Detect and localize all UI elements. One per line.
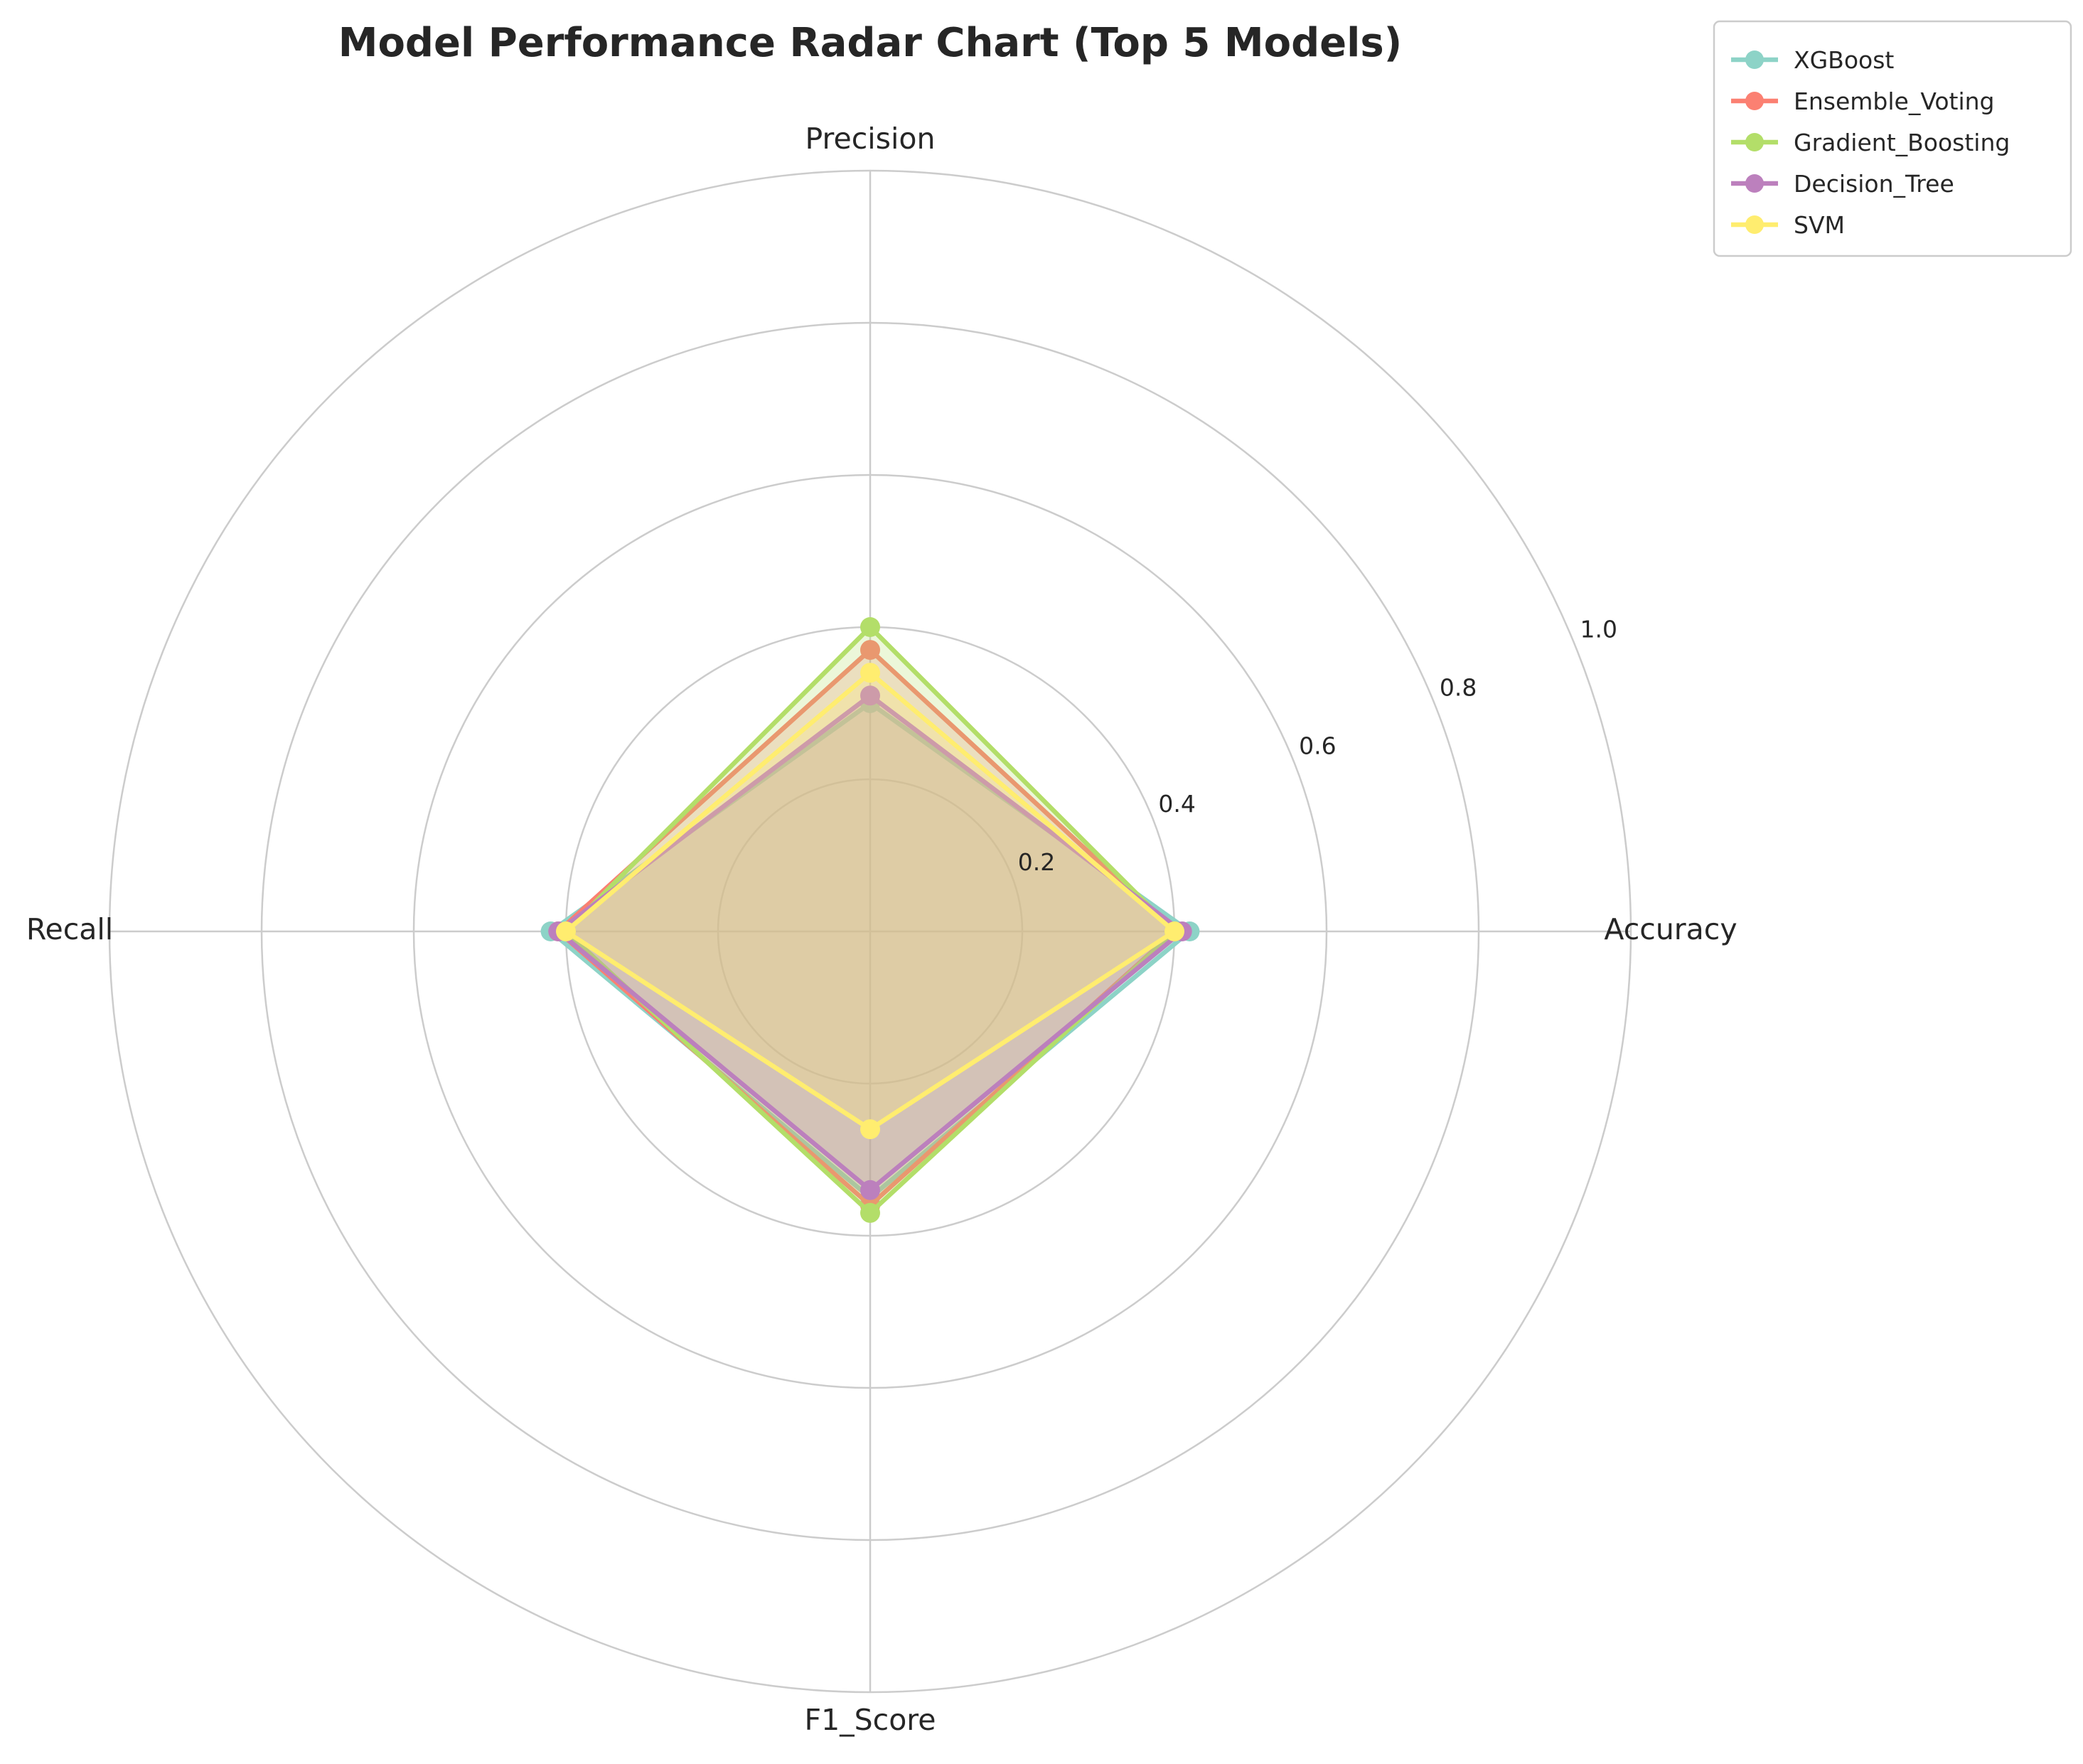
- point-gradient_boosting-precision: [860, 617, 880, 637]
- rtick-label: 0.8: [1440, 673, 1477, 701]
- rtick-label: 0.6: [1299, 732, 1336, 759]
- point-svm-accuracy: [1164, 921, 1184, 941]
- legend-swatch-marker: [1745, 92, 1764, 110]
- axis-label-accuracy: Accuracy: [1604, 912, 1737, 946]
- axis-label-f1_score: F1_Score: [804, 1703, 936, 1737]
- legend: XGBoost Ensemble_Voting Gradient_Boosting D…: [1713, 20, 2072, 257]
- axis-label-recall: Recall: [26, 912, 113, 946]
- legend-label: Gradient_Boosting: [1794, 129, 2010, 156]
- series-area-svm: [566, 673, 1174, 1130]
- point-svm-recall: [556, 921, 576, 941]
- legend-item-decision_tree: Decision_Tree: [1731, 170, 1954, 198]
- point-gradient_boosting-f1_score: [860, 1202, 880, 1223]
- axis-labels: 0.2 0.4 0.6 0.8 1.0 Accuracy Precision Recall F1…: [26, 122, 1737, 1737]
- rtick-label: 0.4: [1158, 790, 1195, 818]
- point-decision_tree-f1_score: [860, 1180, 880, 1200]
- series-area-decision_tree: [558, 695, 1182, 1190]
- rtick-label: 1.0: [1580, 616, 1617, 643]
- legend-item-ensemble_voting: Ensemble_Voting: [1731, 87, 1995, 115]
- point-decision_tree-precision: [860, 685, 880, 706]
- legend-swatch-marker: [1745, 133, 1764, 151]
- series-area-xgboost: [550, 703, 1190, 1198]
- point-svm-f1_score: [860, 1119, 880, 1140]
- legend-swatch-marker: [1745, 50, 1764, 69]
- legend-label: SVM: [1794, 211, 1845, 239]
- legend-frame: [1713, 20, 2072, 257]
- legend-item-svm: SVM: [1731, 211, 1845, 239]
- chart-title: Model Performance Radar Chart (Top 5 Mod…: [338, 20, 1403, 66]
- point-svm-precision: [860, 663, 880, 683]
- legend-swatch-marker: [1745, 215, 1764, 234]
- legend-item-xgboost: XGBoost: [1731, 46, 1894, 74]
- rtick-label: 0.2: [1018, 848, 1055, 876]
- legend-swatch-marker: [1745, 174, 1764, 193]
- series-svm: [556, 663, 1184, 1140]
- point-ensemble_voting-precision: [860, 640, 880, 661]
- axis-label-precision: Precision: [805, 122, 936, 156]
- legend-item-gradient_boosting: Gradient_Boosting: [1731, 129, 2010, 156]
- legend-label: Decision_Tree: [1794, 170, 1954, 198]
- series-layer: [540, 617, 1200, 1223]
- legend-label: XGBoost: [1794, 46, 1894, 74]
- legend-label: Ensemble_Voting: [1794, 87, 1995, 115]
